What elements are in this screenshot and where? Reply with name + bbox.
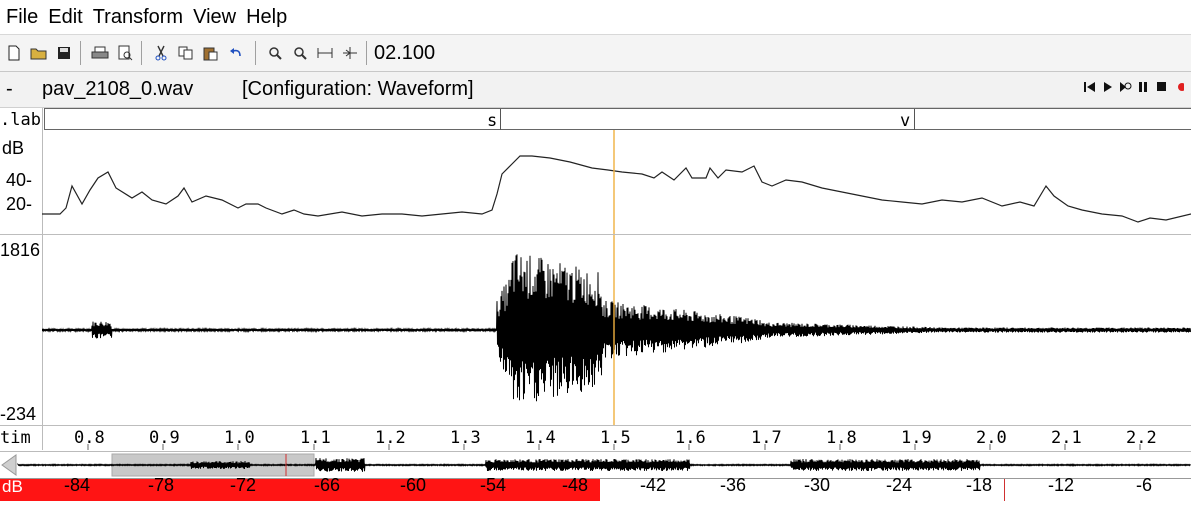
energy-curve bbox=[42, 155, 1191, 223]
time-tick: 0.8 bbox=[74, 428, 105, 448]
label-track-name: .lab bbox=[0, 110, 41, 130]
menu-view[interactable]: View bbox=[193, 6, 237, 28]
time-tick: 1.4 bbox=[525, 428, 556, 448]
title-row: - pav_2108_0.wav [Configuration: Wavefor… bbox=[0, 72, 1191, 108]
waveform-max-label: 1816 bbox=[0, 240, 41, 260]
level-meter-fill bbox=[0, 479, 600, 501]
open-folder-icon[interactable] bbox=[27, 41, 50, 65]
zoom-to-selection-icon[interactable] bbox=[313, 41, 336, 65]
overview-scrollbar[interactable] bbox=[0, 451, 1191, 479]
level-tick: -18 bbox=[966, 475, 993, 495]
overview-strip[interactable] bbox=[0, 452, 1191, 479]
time-tick: 1.0 bbox=[224, 428, 255, 448]
panel-divider bbox=[0, 425, 1191, 426]
time-tick: 1.6 bbox=[675, 428, 706, 448]
level-meter: dB -84 -78 -72 -66 -60 -54 -48 -42 -36 -… bbox=[0, 475, 1191, 501]
time-tick: 1.9 bbox=[901, 428, 932, 448]
new-file-icon[interactable] bbox=[2, 41, 25, 65]
waveform-trace bbox=[42, 254, 1191, 402]
time-tick: 2.0 bbox=[976, 428, 1007, 448]
level-tick: -24 bbox=[886, 475, 913, 495]
level-tick: -54 bbox=[480, 475, 507, 495]
menu-file[interactable]: File bbox=[6, 6, 39, 28]
menu-bar: File Edit Transform View Help bbox=[0, 0, 1191, 34]
level-tick: -66 bbox=[314, 475, 341, 495]
track-labels: .lab dB 40- 20- 1816 -234 tim bbox=[0, 108, 43, 450]
menu-help[interactable]: Help bbox=[246, 6, 288, 28]
energy-unit-label: dB bbox=[2, 138, 25, 158]
time-axis-label: tim bbox=[0, 428, 31, 448]
pause-icon[interactable] bbox=[1136, 80, 1151, 94]
print-preview-icon[interactable] bbox=[113, 41, 136, 65]
level-tick: -6 bbox=[1136, 475, 1153, 495]
level-tick: -42 bbox=[640, 475, 667, 495]
time-axis[interactable]: 0.8 0.9 1.0 1.1 1.2 1.3 1.4 1.5 1.6 1.7 … bbox=[42, 426, 1191, 450]
undo-icon[interactable] bbox=[224, 41, 247, 65]
time-tick: 1.7 bbox=[751, 428, 782, 448]
zoom-fit-icon[interactable] bbox=[338, 41, 361, 65]
time-display: 02.100 bbox=[374, 41, 436, 64]
menu-edit[interactable]: Edit bbox=[48, 6, 83, 28]
panel-divider bbox=[0, 234, 1191, 235]
waveform-plot[interactable] bbox=[42, 235, 1191, 425]
time-tick: 1.8 bbox=[826, 428, 857, 448]
level-meter-label: dB bbox=[2, 477, 23, 496]
time-tick: 1.5 bbox=[600, 428, 631, 448]
title-dash: - bbox=[6, 78, 13, 100]
segment-boundary[interactable] bbox=[914, 109, 915, 130]
toolbar: 02.100 bbox=[0, 34, 1191, 72]
scroll-left-arrow-icon[interactable] bbox=[1, 454, 17, 476]
time-tick: 2.2 bbox=[1126, 428, 1157, 448]
level-peak-marker bbox=[1004, 479, 1005, 501]
level-tick: -60 bbox=[400, 475, 427, 495]
segment-boundary[interactable] bbox=[500, 109, 501, 130]
skip-to-start-icon[interactable] bbox=[1082, 80, 1097, 94]
label-track[interactable]: s v bbox=[44, 108, 1191, 131]
level-tick: -36 bbox=[720, 475, 747, 495]
time-tick: 1.1 bbox=[300, 428, 331, 448]
print-icon[interactable] bbox=[88, 41, 111, 65]
save-icon[interactable] bbox=[52, 41, 75, 65]
stop-icon[interactable] bbox=[1154, 80, 1169, 94]
play-icon[interactable] bbox=[1100, 80, 1115, 94]
segment-label-s[interactable]: s bbox=[487, 111, 498, 131]
energy-tick-40: 40- bbox=[6, 170, 33, 190]
level-tick: -30 bbox=[804, 475, 831, 495]
playback-controls bbox=[1079, 80, 1187, 94]
zoom-out-icon[interactable] bbox=[288, 41, 311, 65]
paste-icon[interactable] bbox=[199, 41, 222, 65]
energy-plot[interactable] bbox=[42, 130, 1191, 234]
menu-transform[interactable]: Transform bbox=[92, 6, 184, 28]
time-tick: 1.2 bbox=[375, 428, 406, 448]
level-tick: -72 bbox=[230, 475, 257, 495]
time-tick: 2.1 bbox=[1051, 428, 1082, 448]
time-tick-marks bbox=[87, 444, 1141, 450]
overview-waveform bbox=[17, 457, 1191, 472]
level-tick: -78 bbox=[148, 475, 175, 495]
cut-icon[interactable] bbox=[149, 41, 172, 65]
time-tick: 1.3 bbox=[450, 428, 481, 448]
time-tick: 0.9 bbox=[149, 428, 180, 448]
zoom-in-icon[interactable] bbox=[263, 41, 286, 65]
configuration-label: [Configuration: Waveform] bbox=[242, 78, 474, 100]
level-tick: -12 bbox=[1048, 475, 1075, 495]
level-tick: -84 bbox=[64, 475, 91, 495]
record-icon[interactable] bbox=[1172, 80, 1187, 94]
file-name: pav_2108_0.wav bbox=[42, 78, 194, 100]
level-tick: -48 bbox=[562, 475, 589, 495]
copy-icon[interactable] bbox=[174, 41, 197, 65]
loop-play-icon[interactable] bbox=[1118, 80, 1133, 94]
waveform-min-label: -234 bbox=[0, 404, 37, 424]
energy-tick-20: 20- bbox=[6, 194, 33, 214]
segment-label-v[interactable]: v bbox=[900, 111, 911, 131]
